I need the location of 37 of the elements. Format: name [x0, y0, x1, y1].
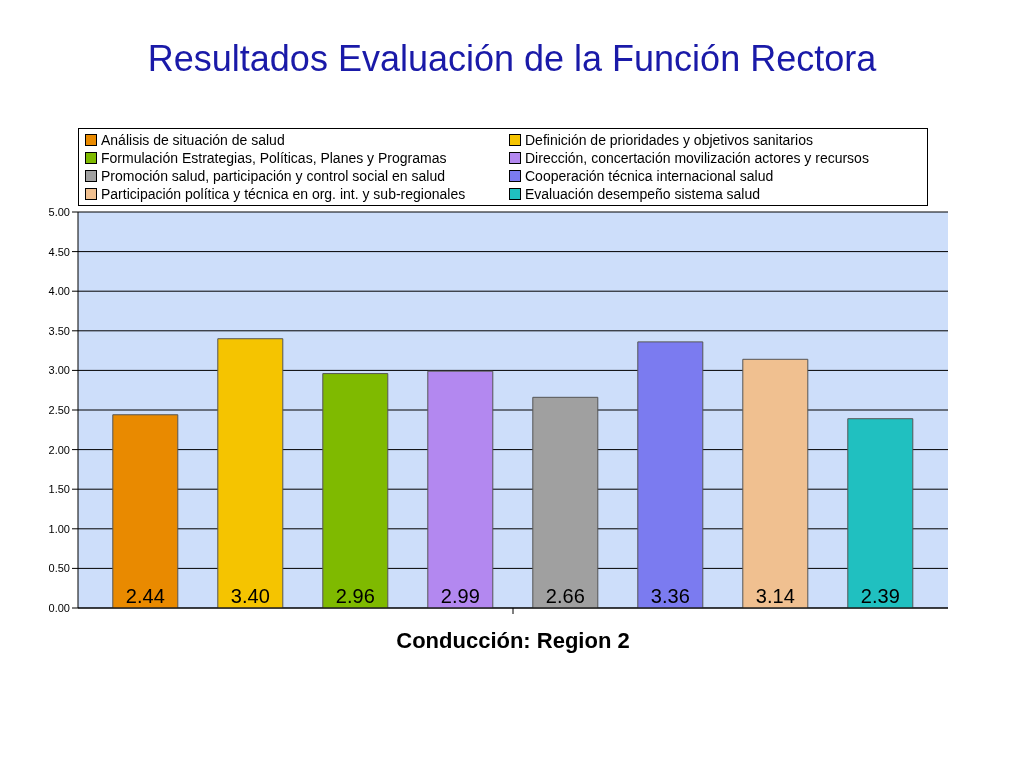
- bar: [637, 341, 704, 608]
- y-tick-label: 4.00: [48, 285, 70, 298]
- bar: [847, 418, 914, 608]
- x-axis-title: Conducción: Region 2: [396, 628, 630, 653]
- data-label: 2.44: [125, 585, 165, 607]
- bar: [217, 338, 284, 608]
- y-tick-label: 4.50: [48, 245, 70, 258]
- legend-label: Formulación Estrategias, Políticas, Planes y Programas: [101, 149, 447, 167]
- y-tick-label: 5.00: [48, 205, 70, 218]
- y-tick-label: 0.50: [48, 562, 70, 575]
- bar: [532, 396, 599, 608]
- data-label: 3.36: [650, 585, 690, 607]
- y-tick-label: 0.00: [48, 601, 70, 614]
- data-label: 3.14: [755, 585, 795, 607]
- y-tick-label: 3.50: [48, 324, 70, 337]
- bar: [742, 358, 809, 608]
- chart-title: Resultados Evaluación de la Función Rectora: [146, 38, 878, 80]
- bar: [322, 373, 389, 608]
- legend-label: Dirección, concertación movilización actores y recursos: [525, 149, 869, 167]
- data-label: 2.66: [545, 585, 585, 607]
- y-tick-label: 1.00: [48, 522, 70, 535]
- data-label: 2.39: [860, 585, 900, 607]
- bar: [427, 370, 494, 608]
- legend-label: Definición de prioridades y objetivos sanitarios: [525, 131, 813, 149]
- legend-label: Cooperación técnica internacional salud: [525, 167, 774, 185]
- legend-label: Evaluación desempeño sistema salud: [525, 185, 761, 203]
- y-tick-label: 1.50: [48, 483, 70, 496]
- legend-label: Análisis de situación de salud: [101, 131, 285, 149]
- y-tick-label: 3.00: [48, 364, 70, 377]
- y-tick-label: 2.00: [48, 443, 70, 456]
- data-label: 2.96: [335, 585, 375, 607]
- legend-label: Participación política y técnica en org. int. y sub-regionales: [101, 185, 466, 203]
- data-label: 2.99: [440, 585, 480, 607]
- bar: [112, 414, 179, 608]
- y-tick-label: 2.50: [48, 403, 70, 416]
- data-label: 3.40: [230, 585, 270, 607]
- legend-label: Promoción salud, participación y control social en salud: [101, 167, 445, 185]
